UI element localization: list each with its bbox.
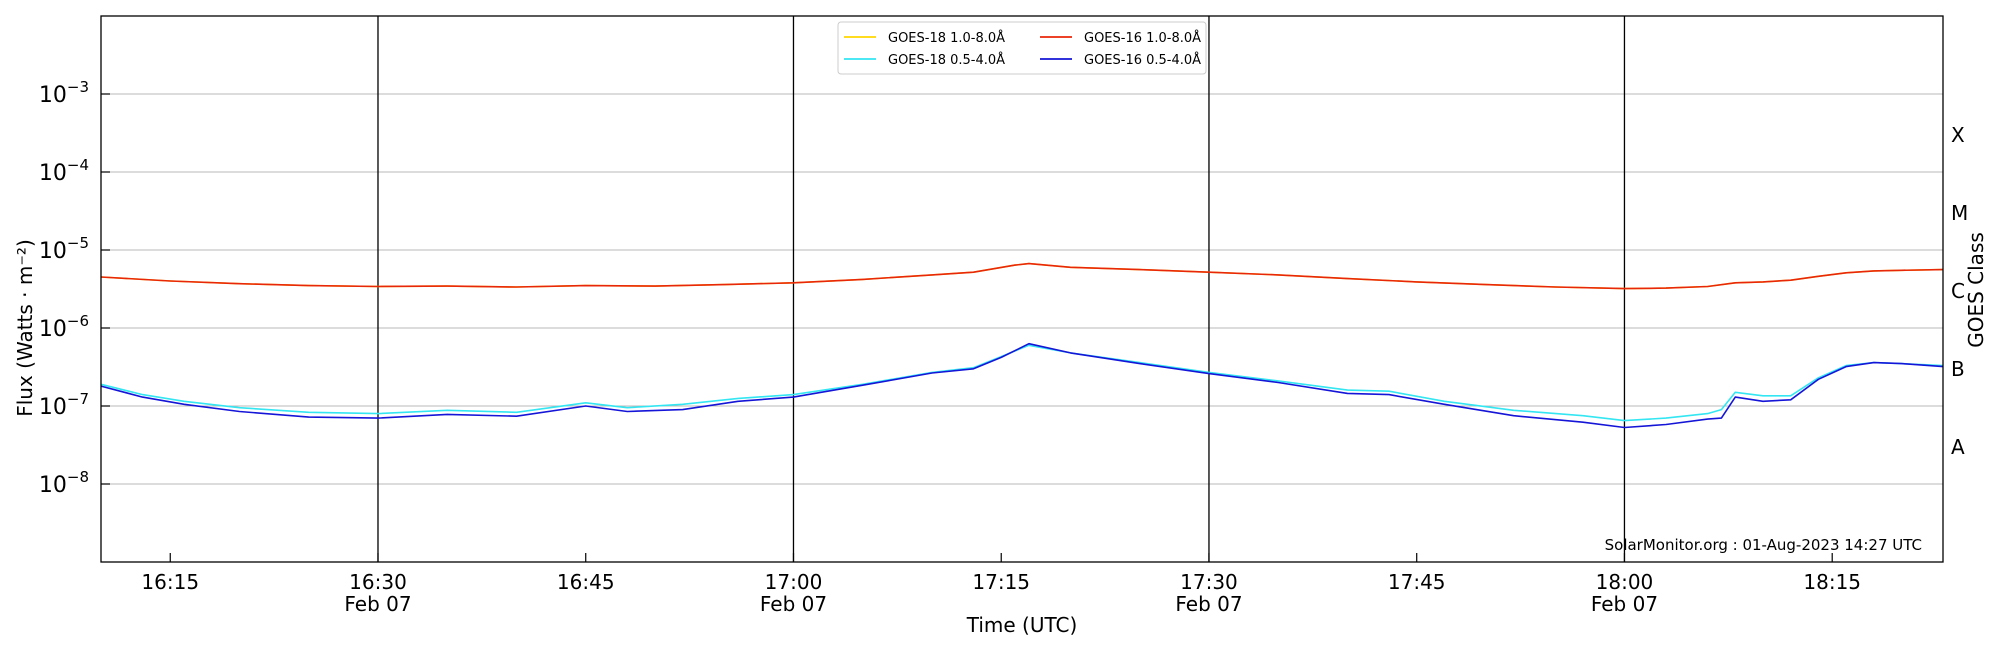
x-tick-label: 17:00 [765, 570, 823, 594]
x-tick-label: 17:15 [972, 570, 1030, 594]
legend: GOES-18 1.0-8.0Å GOES-18 0.5-4.0Å GOES-16 … [837, 21, 1207, 75]
x-tick-date-label: Feb 07 [344, 592, 411, 616]
series-layer [100, 262, 1944, 429]
legend-entry-label: GOES-16 0.5-4.0Å [1084, 52, 1201, 68]
x-tick-label: 16:45 [557, 570, 615, 594]
x-axis-label: Time (UTC) [966, 613, 1078, 637]
series-line-3 [100, 342, 1944, 429]
x-tick-date-label: Feb 07 [1175, 592, 1242, 616]
x-tick-date-label: Feb 07 [760, 592, 827, 616]
x-tick-label: 17:30 [1180, 570, 1238, 594]
y-tick-label: 10−3 [39, 78, 89, 108]
y-axis-label: Flux (Watts · m⁻²) [13, 239, 37, 417]
y-tick-label: 10−8 [39, 468, 89, 498]
series-line-1 [100, 262, 1944, 290]
credit-text: SolarMonitor.org : 01-Aug-2023 14:27 UTC [1605, 536, 1922, 554]
x-tick-label: 18:15 [1803, 570, 1861, 594]
goes-class-label: A [1951, 435, 1965, 459]
legend-entry-label: GOES-16 1.0-8.0Å [1084, 30, 1201, 46]
y-tick-label: 10−7 [39, 390, 89, 420]
x-tick-label: 17:45 [1388, 570, 1446, 594]
legend-box [837, 21, 1207, 75]
series-line-2 [100, 344, 1944, 422]
x-tick-label: 16:30 [349, 570, 407, 594]
goes-class-label: M [1951, 201, 1968, 225]
legend-entry-label: GOES-18 1.0-8.0Å [888, 30, 1005, 46]
legend-entry-label: GOES-18 0.5-4.0Å [888, 52, 1005, 68]
goes-class-label: B [1951, 357, 1965, 381]
y-tick-label: 10−4 [39, 156, 89, 186]
x-tick-date-label: Feb 07 [1591, 592, 1658, 616]
y-tick-label: 10−6 [39, 312, 89, 342]
goes-class-label: C [1951, 279, 1965, 303]
plot-frame [100, 15, 1944, 563]
goes-class-label: X [1951, 123, 1965, 147]
y-tick-label: 10−5 [39, 234, 89, 264]
grid-layer [101, 93, 1943, 485]
x-tick-label: 16:15 [141, 570, 199, 594]
x-tick-label: 18:00 [1596, 570, 1654, 594]
y2-axis-label: GOES Class [1964, 232, 1988, 348]
